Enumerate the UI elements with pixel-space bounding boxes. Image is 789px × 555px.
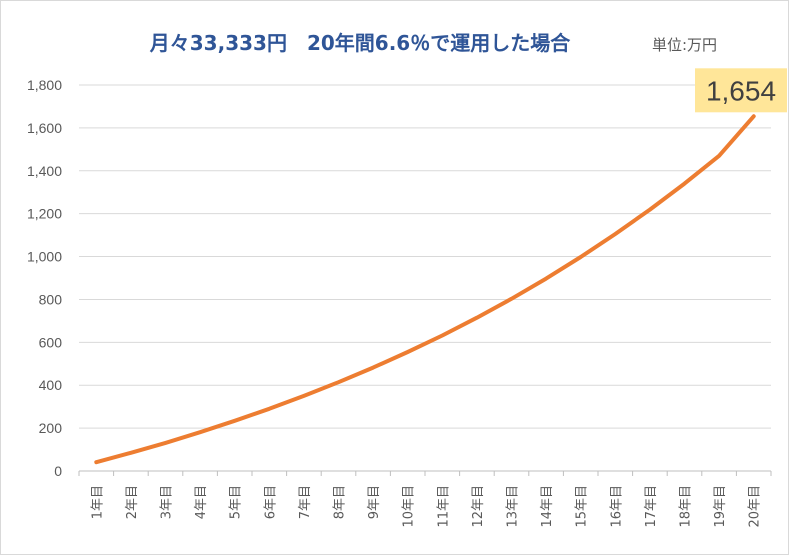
data-label: 1,654	[706, 75, 776, 106]
x-tick-label: 19年目	[713, 485, 728, 528]
x-tick-label: 12年目	[471, 485, 486, 528]
unit-label: 単位:万円	[652, 36, 718, 54]
y-tick-label: 0	[54, 463, 62, 479]
y-axis-ticks: 0 200 400 600 800 1,000 1,200 1,400 1,600 1,800	[27, 77, 62, 479]
x-tick-label: 16年目	[609, 485, 624, 528]
y-tick-label: 200	[39, 420, 63, 436]
y-tick-label: 1,200	[27, 206, 62, 222]
y-tick-label: 800	[39, 291, 63, 307]
gridlines	[79, 84, 771, 472]
x-tick-label: 1年目	[90, 485, 105, 519]
y-tick-label: 1,400	[27, 163, 62, 179]
x-tick-label: 8年目	[333, 485, 348, 519]
x-axis-ticks: 1年目 2年目 3年目 4年目 5年目 6年目 7年目 8年目 9年目 10年目 11年目 12年目 1…	[78, 471, 772, 528]
x-tick-label: 20年目	[748, 485, 763, 528]
x-tick-label: 10年目	[402, 485, 417, 528]
x-tick-label: 7年目	[298, 485, 313, 519]
x-tick-label: 9年目	[367, 485, 382, 519]
x-tick-label: 3年目	[160, 485, 175, 519]
y-tick-label: 1,800	[27, 77, 62, 93]
x-tick-label: 15年目	[575, 485, 590, 528]
x-tick-label: 5年目	[229, 485, 244, 519]
x-tick-label: 2年目	[125, 485, 140, 519]
x-tick-label: 18年目	[679, 485, 694, 528]
y-tick-label: 1,000	[27, 249, 62, 265]
y-tick-label: 1,600	[27, 120, 62, 136]
x-tick-label: 17年目	[644, 485, 659, 528]
y-tick-label: 400	[39, 377, 63, 393]
x-tick-label: 4年目	[194, 485, 209, 519]
x-tick-label: 11年目	[436, 485, 451, 528]
y-tick-label: 600	[39, 334, 63, 350]
x-tick-label: 14年目	[540, 485, 555, 528]
series-layer	[94, 114, 756, 465]
data-label-box	[695, 68, 787, 113]
data-labels: 1,654	[695, 68, 787, 113]
series-line	[94, 114, 756, 465]
chart-title: 月々33,333円 20年間6.6％で運用した場合	[149, 31, 571, 55]
x-tick-label: 13年目	[506, 485, 521, 528]
x-tick-label: 6年目	[263, 485, 278, 519]
